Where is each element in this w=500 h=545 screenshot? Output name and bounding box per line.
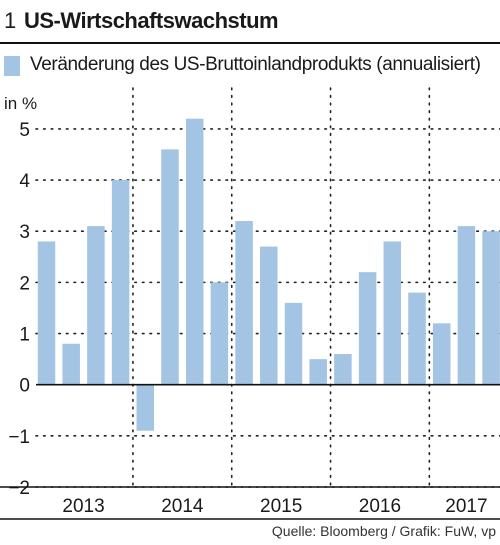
y-tick-label: 5: [19, 120, 30, 141]
x-year-label: 2015: [260, 496, 302, 517]
bar-2014-q4: [210, 282, 229, 385]
legend-label: Veränderung des US-Bruttoinlandprodukts …: [30, 54, 481, 75]
x-year-label: 2017: [445, 496, 487, 517]
title-rule: [0, 42, 500, 44]
legend-swatch: [4, 56, 20, 76]
bar-2016-q3: [383, 241, 402, 385]
bar-2014-q2: [161, 149, 179, 385]
bar-2014-q1: [136, 384, 155, 431]
bar-2015-q2: [260, 246, 278, 385]
bar-2015-q3: [284, 302, 303, 385]
bar-2016-q4: [408, 292, 426, 385]
y-axis-label: in %: [4, 94, 38, 113]
bar-2017-q2: [457, 226, 476, 385]
chart-header: 1 US-Wirtschaftswachstum: [0, 8, 500, 38]
bar-2015-q1: [235, 221, 253, 385]
bar-2015-q4: [309, 359, 327, 385]
y-tick-label: 4: [19, 171, 30, 192]
y-tick-label: 2: [19, 273, 30, 294]
bar-2016-q2: [358, 272, 377, 385]
bar-2016-q1: [334, 354, 352, 385]
bar-2013-q3: [87, 226, 105, 385]
x-year-label: 2016: [359, 496, 401, 517]
y-tick-label: 1: [19, 325, 30, 346]
y-tick-label: 0: [19, 376, 30, 397]
source-note: Quelle: Bloomberg / Grafik: FuW, vp: [271, 523, 496, 539]
chart-number: 1: [4, 8, 17, 33]
chart-title: US-Wirtschaftswachstum: [24, 8, 279, 33]
bar-2013-q1: [37, 241, 56, 385]
y-tick-label: −1: [8, 427, 30, 448]
bar-2017-q1: [432, 323, 451, 385]
y-tick-label: 3: [19, 222, 30, 243]
bar-2013-q4: [111, 180, 130, 385]
y-tick-label: −2: [8, 478, 30, 499]
x-year-label: 2014: [161, 496, 204, 517]
bar-2017-q3: [482, 231, 500, 385]
bar-2013-q2: [62, 343, 80, 385]
x-year-label: 2013: [62, 496, 104, 517]
bar-2014-q3: [185, 118, 204, 385]
